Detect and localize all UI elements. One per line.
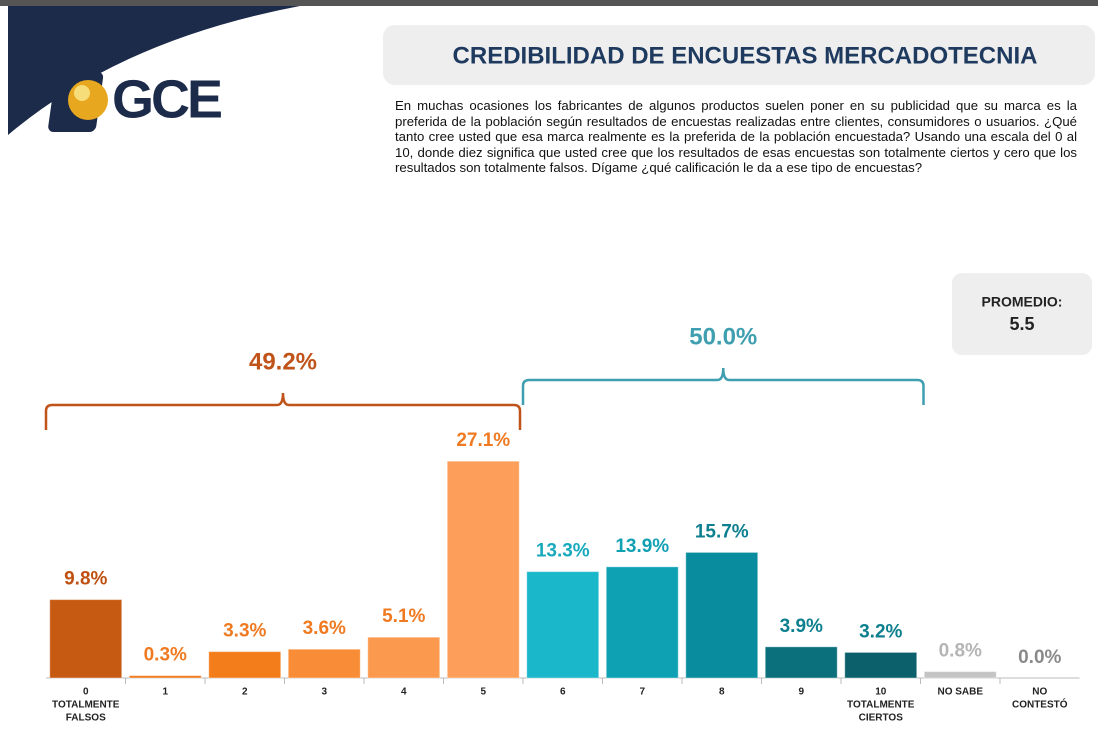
x-tick-label: 9 [798, 687, 804, 698]
value-label: 0.0% [1018, 647, 1061, 668]
logo-sphere [68, 80, 108, 120]
value-label: 3.9% [780, 616, 823, 637]
value-label: 13.9% [615, 536, 669, 557]
average-value: 5.5 [1009, 314, 1034, 334]
value-label: 13.3% [536, 541, 590, 562]
bar [923, 671, 997, 679]
group-bracket [44, 392, 522, 430]
x-tick-label: 4 [401, 687, 407, 698]
logo-text: GCE [112, 69, 221, 129]
bar [287, 648, 361, 679]
bar [446, 460, 520, 679]
x-tick-label: TOTALMENTE [847, 700, 915, 711]
x-tick-label: TOTALMENTE [52, 700, 120, 711]
bar [526, 571, 600, 679]
value-label: 5.1% [382, 606, 425, 627]
x-tick-label: CIERTOS [859, 713, 904, 724]
x-tick-label: 3 [321, 687, 327, 698]
x-tick-label: 7 [639, 687, 645, 698]
value-label: 3.6% [303, 618, 346, 639]
x-tick-label: NO [1032, 687, 1047, 698]
x-tick-label: FALSOS [66, 713, 106, 724]
question: En muchas ocasiones los fabricantes de a… [395, 98, 1077, 175]
value-label: 27.1% [456, 430, 510, 451]
x-tick-label: 6 [560, 687, 566, 698]
x-tick-label: CONTESTÓ [1012, 698, 1068, 711]
value-label: 9.8% [64, 569, 107, 590]
group-label: 49.2% [249, 348, 317, 375]
bar [49, 599, 123, 679]
x-tick-label: 5 [480, 687, 486, 698]
bar [367, 636, 441, 679]
x-tick-label: 2 [242, 687, 248, 698]
bar [764, 646, 838, 679]
x-tick-label: 0 [83, 687, 89, 698]
group-bracket [521, 367, 925, 405]
bar [844, 651, 918, 679]
bar [208, 651, 282, 679]
average-label: PROMEDIO: [982, 294, 1063, 310]
value-label: 3.2% [859, 621, 902, 642]
value-label: 0.3% [144, 645, 187, 666]
group-label: 50.0% [689, 323, 757, 350]
value-label: 0.8% [939, 641, 982, 662]
x-tick-label: 10 [875, 687, 887, 698]
x-tick-label: 8 [719, 687, 725, 698]
x-tick-label: NO SABE [937, 687, 983, 698]
top-bar [0, 0, 1098, 6]
bar [685, 551, 759, 679]
average-box [952, 273, 1092, 355]
value-label: 3.3% [223, 621, 266, 642]
title: CREDIBILIDAD DE ENCUESTAS MERCADOTECNIA [453, 42, 1038, 69]
x-tick-label: 1 [162, 687, 168, 698]
value-label: 15.7% [695, 521, 749, 542]
logo-swoosh [8, 6, 300, 135]
logo-shine [74, 85, 90, 101]
bar [128, 675, 202, 679]
title-box [383, 25, 1095, 85]
bar [605, 566, 679, 679]
